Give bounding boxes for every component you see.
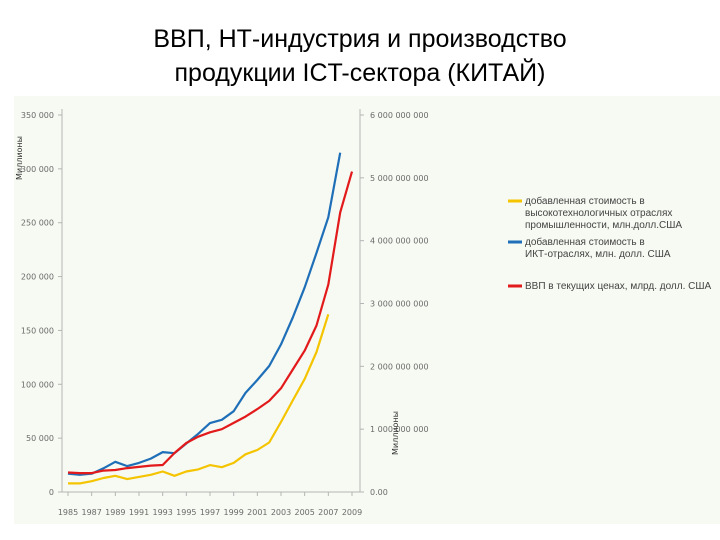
- right-axis-title: Миллионы: [391, 411, 400, 455]
- right-tick-label: 3 000 000 000: [370, 300, 429, 309]
- title-line-1: ВВП, НТ-индустрия и производство: [153, 25, 567, 53]
- x-tick-label: 2001: [247, 508, 267, 517]
- chart-panel: [14, 96, 720, 524]
- left-tick-label: 150 000: [21, 326, 54, 335]
- right-tick-label: 5 000 000 000: [370, 174, 429, 183]
- x-tick-label: 1993: [152, 508, 172, 517]
- series-line-1: [68, 313, 330, 485]
- x-tick-label: 1985: [58, 508, 78, 517]
- x-tick-label: 2003: [271, 508, 291, 517]
- left-axis-title: Миллионы: [15, 136, 24, 180]
- x-tick-label: 2009: [342, 508, 362, 517]
- x-tick-label: 1997: [200, 508, 220, 517]
- left-tick-label: 250 000: [21, 219, 54, 228]
- right-tick-label: 2 000 000 000: [370, 362, 429, 371]
- x-tick-label: 2007: [318, 508, 338, 517]
- right-tick-label: 6 000 000 000: [370, 111, 429, 120]
- left-tick-label: 200 000: [21, 273, 54, 282]
- right-tick-label: 1 000 000 000: [370, 425, 429, 434]
- slide-title: ВВП, НТ-индустрия и производство продукц…: [0, 22, 720, 90]
- left-tick-label: 300 000: [21, 165, 54, 174]
- x-tick-label: 1995: [176, 508, 196, 517]
- x-tick-label: 1999: [223, 508, 243, 517]
- legend-label-3: ВВП в текущих ценах, млрд. долл. США: [525, 281, 712, 292]
- left-tick-label: 350 000: [21, 111, 54, 120]
- series-line-2: [67, 152, 342, 476]
- x-tick-label: 1987: [81, 508, 101, 517]
- legend-label-2: добавленная стоимость в ИКТ-отраслях, млн…: [525, 236, 671, 260]
- right-tick-label: 4 000 000 000: [370, 237, 429, 246]
- series-line-3: [67, 171, 354, 475]
- legend-label-1: добавленная стоимость в высокотехнологичн…: [525, 195, 682, 231]
- title-line-2: продукции ICT-сектора (КИТАЙ): [174, 59, 546, 87]
- left-tick-label: 50 000: [26, 434, 54, 443]
- left-tick-label: 0: [49, 488, 54, 497]
- x-tick-label: 1989: [105, 508, 125, 517]
- left-tick-label: 100 000: [21, 380, 54, 389]
- x-tick-label: 2005: [294, 508, 314, 517]
- right-tick-label: 0.00: [370, 488, 388, 497]
- x-tick-label: 1991: [129, 508, 149, 517]
